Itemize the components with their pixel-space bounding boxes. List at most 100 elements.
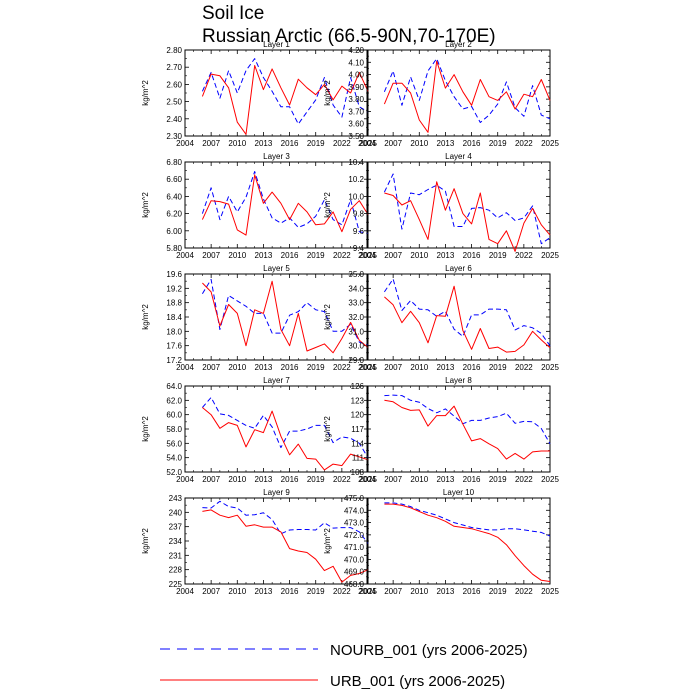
y-tick-label: 117 xyxy=(351,425,364,434)
series-line-urb xyxy=(202,280,369,354)
legend-nourb-label: NOURB_001 (yrs 2006-2025) xyxy=(330,642,528,659)
x-tick-label: 2010 xyxy=(410,139,428,148)
series-line-urb xyxy=(384,399,550,460)
y-tick-label: 29.0 xyxy=(348,356,364,365)
y-axis-label: kg/m^2 xyxy=(323,528,332,554)
x-tick-label: 2007 xyxy=(384,251,402,260)
panel-layer-10: Layer 10 kg/m^2 2004 2007 2010 2013 2016 2019 20… xyxy=(323,488,559,596)
y-tick-label: 9.8 xyxy=(353,210,365,219)
plot-frame xyxy=(184,385,369,473)
series-line-urb xyxy=(384,181,551,252)
x-tick-label: 2013 xyxy=(255,475,273,484)
series-line-nourb xyxy=(202,397,369,458)
series-line-nourb xyxy=(383,278,551,346)
panel-title: Layer 1 xyxy=(263,40,290,49)
plot-frame xyxy=(366,385,551,473)
y-tick-label: 108 xyxy=(351,468,365,477)
panel-layer-3: Layer 3 kg/m^2 2004 2007 2010 2013 2016 2019 202… xyxy=(141,152,377,260)
y-tick-label: 231 xyxy=(169,551,183,560)
plot-frame xyxy=(366,49,551,137)
x-tick-label: 2022 xyxy=(333,363,351,372)
y-axis-label: kg/m^2 xyxy=(323,80,332,106)
x-tick-label: 2004 xyxy=(176,475,194,484)
plot-frame xyxy=(184,49,369,137)
x-tick-label: 2004 xyxy=(176,139,194,148)
y-tick-label: 31.0 xyxy=(348,327,364,336)
plot-frame xyxy=(184,161,369,249)
y-tick-label: 34.0 xyxy=(348,284,364,293)
x-tick-label: 2022 xyxy=(515,363,533,372)
x-tick-label: 2007 xyxy=(202,139,220,148)
x-tick-label: 2019 xyxy=(307,363,325,372)
y-tick-label: 225 xyxy=(169,580,183,589)
x-tick-label: 2019 xyxy=(307,139,325,148)
panel-title: Layer 5 xyxy=(263,264,290,273)
y-tick-label: 10.0 xyxy=(348,192,364,201)
panel-layer-8: Layer 8 kg/m^2 2004 2007 2010 2013 2016 2019 202… xyxy=(323,376,559,484)
x-tick-label: 2016 xyxy=(463,475,481,484)
panel-title: Layer 2 xyxy=(445,40,472,49)
y-tick-label: 2.40 xyxy=(166,115,182,124)
y-tick-label: 237 xyxy=(169,523,183,532)
y-tick-label: 473.0 xyxy=(344,519,365,528)
series-line-urb xyxy=(384,285,551,353)
y-tick-label: 6.80 xyxy=(166,158,182,167)
x-tick-label: 2004 xyxy=(358,251,376,260)
y-tick-label: 2.80 xyxy=(166,46,182,55)
x-tick-label: 2004 xyxy=(176,363,194,372)
panel-title: Layer 7 xyxy=(263,376,290,385)
panels: Layer 1 kg/m^2 2004 2007 2010 2013 2016 2019 202… xyxy=(141,40,559,596)
y-tick-label: 243 xyxy=(169,494,183,503)
y-axis-label: kg/m^2 xyxy=(323,416,332,442)
x-tick-label: 2013 xyxy=(437,251,455,260)
panel-title: Layer 6 xyxy=(445,264,472,273)
y-tick-label: 472.0 xyxy=(344,531,365,540)
panel-layer-5: Layer 5 kg/m^2 2004 2007 2010 2013 2016 2019 202… xyxy=(141,264,377,372)
y-tick-label: 35.0 xyxy=(348,270,364,279)
x-tick-label: 2007 xyxy=(202,587,220,596)
x-tick-label: 2025 xyxy=(359,139,377,148)
x-tick-label: 2025 xyxy=(541,363,559,372)
y-tick-label: 58.0 xyxy=(166,425,182,434)
y-tick-label: 62.0 xyxy=(166,396,182,405)
x-tick-label: 2025 xyxy=(359,475,377,484)
x-tick-label: 2025 xyxy=(359,251,377,260)
panel-layer-9: Layer 9 kg/m^2 2004 2007 2010 2013 2016 2019 202… xyxy=(141,488,377,596)
x-tick-label: 2010 xyxy=(410,363,428,372)
x-tick-label: 2013 xyxy=(437,587,455,596)
x-tick-label: 2016 xyxy=(281,475,299,484)
panel-layer-1: Layer 1 kg/m^2 2004 2007 2010 2013 2016 2019 202… xyxy=(141,40,377,148)
y-tick-label: 4.20 xyxy=(348,46,364,55)
x-tick-label: 2004 xyxy=(358,363,376,372)
series-line-nourb xyxy=(201,278,369,346)
x-tick-label: 2004 xyxy=(358,587,376,596)
figure-title: Soil Ice xyxy=(202,3,264,24)
y-tick-label: 54.0 xyxy=(166,454,182,463)
x-tick-label: 2004 xyxy=(358,139,376,148)
x-tick-label: 2019 xyxy=(307,475,325,484)
x-tick-label: 2016 xyxy=(281,587,299,596)
y-tick-label: 3.80 xyxy=(348,95,364,104)
x-tick-label: 2019 xyxy=(489,475,507,484)
y-tick-label: 240 xyxy=(169,508,183,517)
series-line-urb xyxy=(202,407,369,471)
panel-title: Layer 10 xyxy=(443,488,475,497)
x-tick-label: 2022 xyxy=(515,475,533,484)
x-tick-label: 2013 xyxy=(255,587,273,596)
x-tick-label: 2013 xyxy=(255,363,273,372)
x-tick-label: 2025 xyxy=(359,587,377,596)
y-tick-label: 9.4 xyxy=(353,244,365,253)
x-tick-label: 2022 xyxy=(333,251,351,260)
y-tick-label: 3.90 xyxy=(348,83,364,92)
y-tick-label: 114 xyxy=(351,439,364,448)
plot-frame xyxy=(366,161,551,249)
x-tick-label: 2013 xyxy=(437,139,455,148)
panel-layer-7: Layer 7 kg/m^2 2004 2007 2010 2013 2016 2019 202… xyxy=(141,376,377,484)
x-tick-label: 2013 xyxy=(255,251,273,260)
y-tick-label: 19.6 xyxy=(166,270,182,279)
x-tick-label: 2019 xyxy=(307,587,325,596)
x-tick-label: 2004 xyxy=(358,475,376,484)
y-tick-label: 475.0 xyxy=(344,494,365,503)
y-tick-label: 123 xyxy=(351,396,365,405)
x-tick-label: 2025 xyxy=(359,363,377,372)
